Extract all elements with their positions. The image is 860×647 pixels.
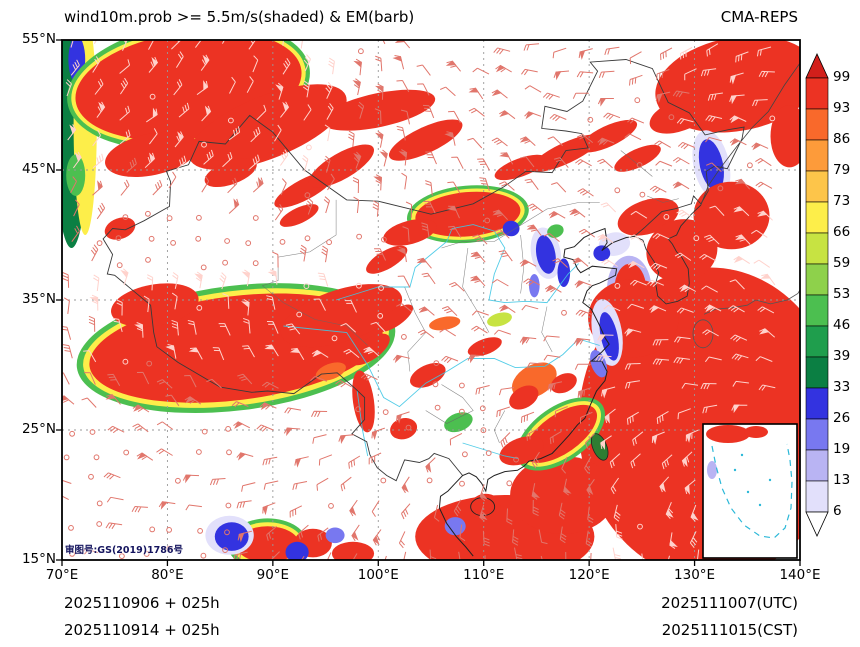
x-tick-label: 130°E	[674, 567, 716, 583]
footer-valid-utc: 2025111007(UTC)	[661, 594, 798, 612]
footer-init-utc: 2025110906 + 025h	[64, 594, 220, 612]
south-china-sea-inset	[702, 423, 798, 559]
colorbar-label: 33	[833, 379, 851, 395]
y-tick-label: 15°N	[21, 551, 56, 567]
x-tick-label: 70°E	[45, 567, 79, 583]
x-tick-label: 140°E	[779, 567, 821, 583]
y-tick-label: 55°N	[21, 31, 56, 47]
y-tick-label: 25°N	[21, 421, 56, 437]
colorbar-label: 79	[833, 162, 851, 178]
model-name: CMA-REPS	[720, 8, 798, 26]
y-tick-label: 45°N	[21, 161, 56, 177]
wind-barbs	[62, 40, 776, 560]
colorbar-label: 86	[833, 131, 851, 147]
map-approval-number: 审图号:GS(2019)1786号	[65, 545, 184, 556]
chart-title: wind10m.prob >= 5.5m/s(shaded) & EM(barb…	[64, 8, 415, 26]
colorbar	[805, 53, 829, 537]
colorbar-label: 53	[833, 286, 851, 302]
colorbar-label: 59	[833, 255, 851, 271]
colorbar-label: 93	[833, 100, 851, 116]
x-tick-label: 100°E	[357, 567, 399, 583]
footer-valid-cst: 2025111015(CST)	[661, 621, 798, 639]
x-tick-label: 80°E	[151, 567, 184, 583]
colorbar-label: 26	[833, 410, 851, 426]
y-tick-label: 35°N	[21, 291, 56, 307]
x-tick-label: 90°E	[256, 567, 290, 583]
colorbar-label: 66	[833, 224, 851, 240]
colorbar-label: 99	[833, 69, 851, 85]
axes-frame	[56, 39, 801, 566]
x-tick-label: 110°E	[463, 567, 505, 583]
colorbar-label: 73	[833, 193, 851, 209]
footer-init-cst: 2025110914 + 025h	[64, 621, 220, 639]
colorbar-label: 6	[833, 503, 842, 519]
colorbar-label: 39	[833, 348, 851, 364]
colorbar-label: 13	[833, 472, 851, 488]
colorbar-label: 46	[833, 317, 851, 333]
colorbar-label: 19	[833, 441, 851, 457]
x-tick-label: 120°E	[568, 567, 610, 583]
